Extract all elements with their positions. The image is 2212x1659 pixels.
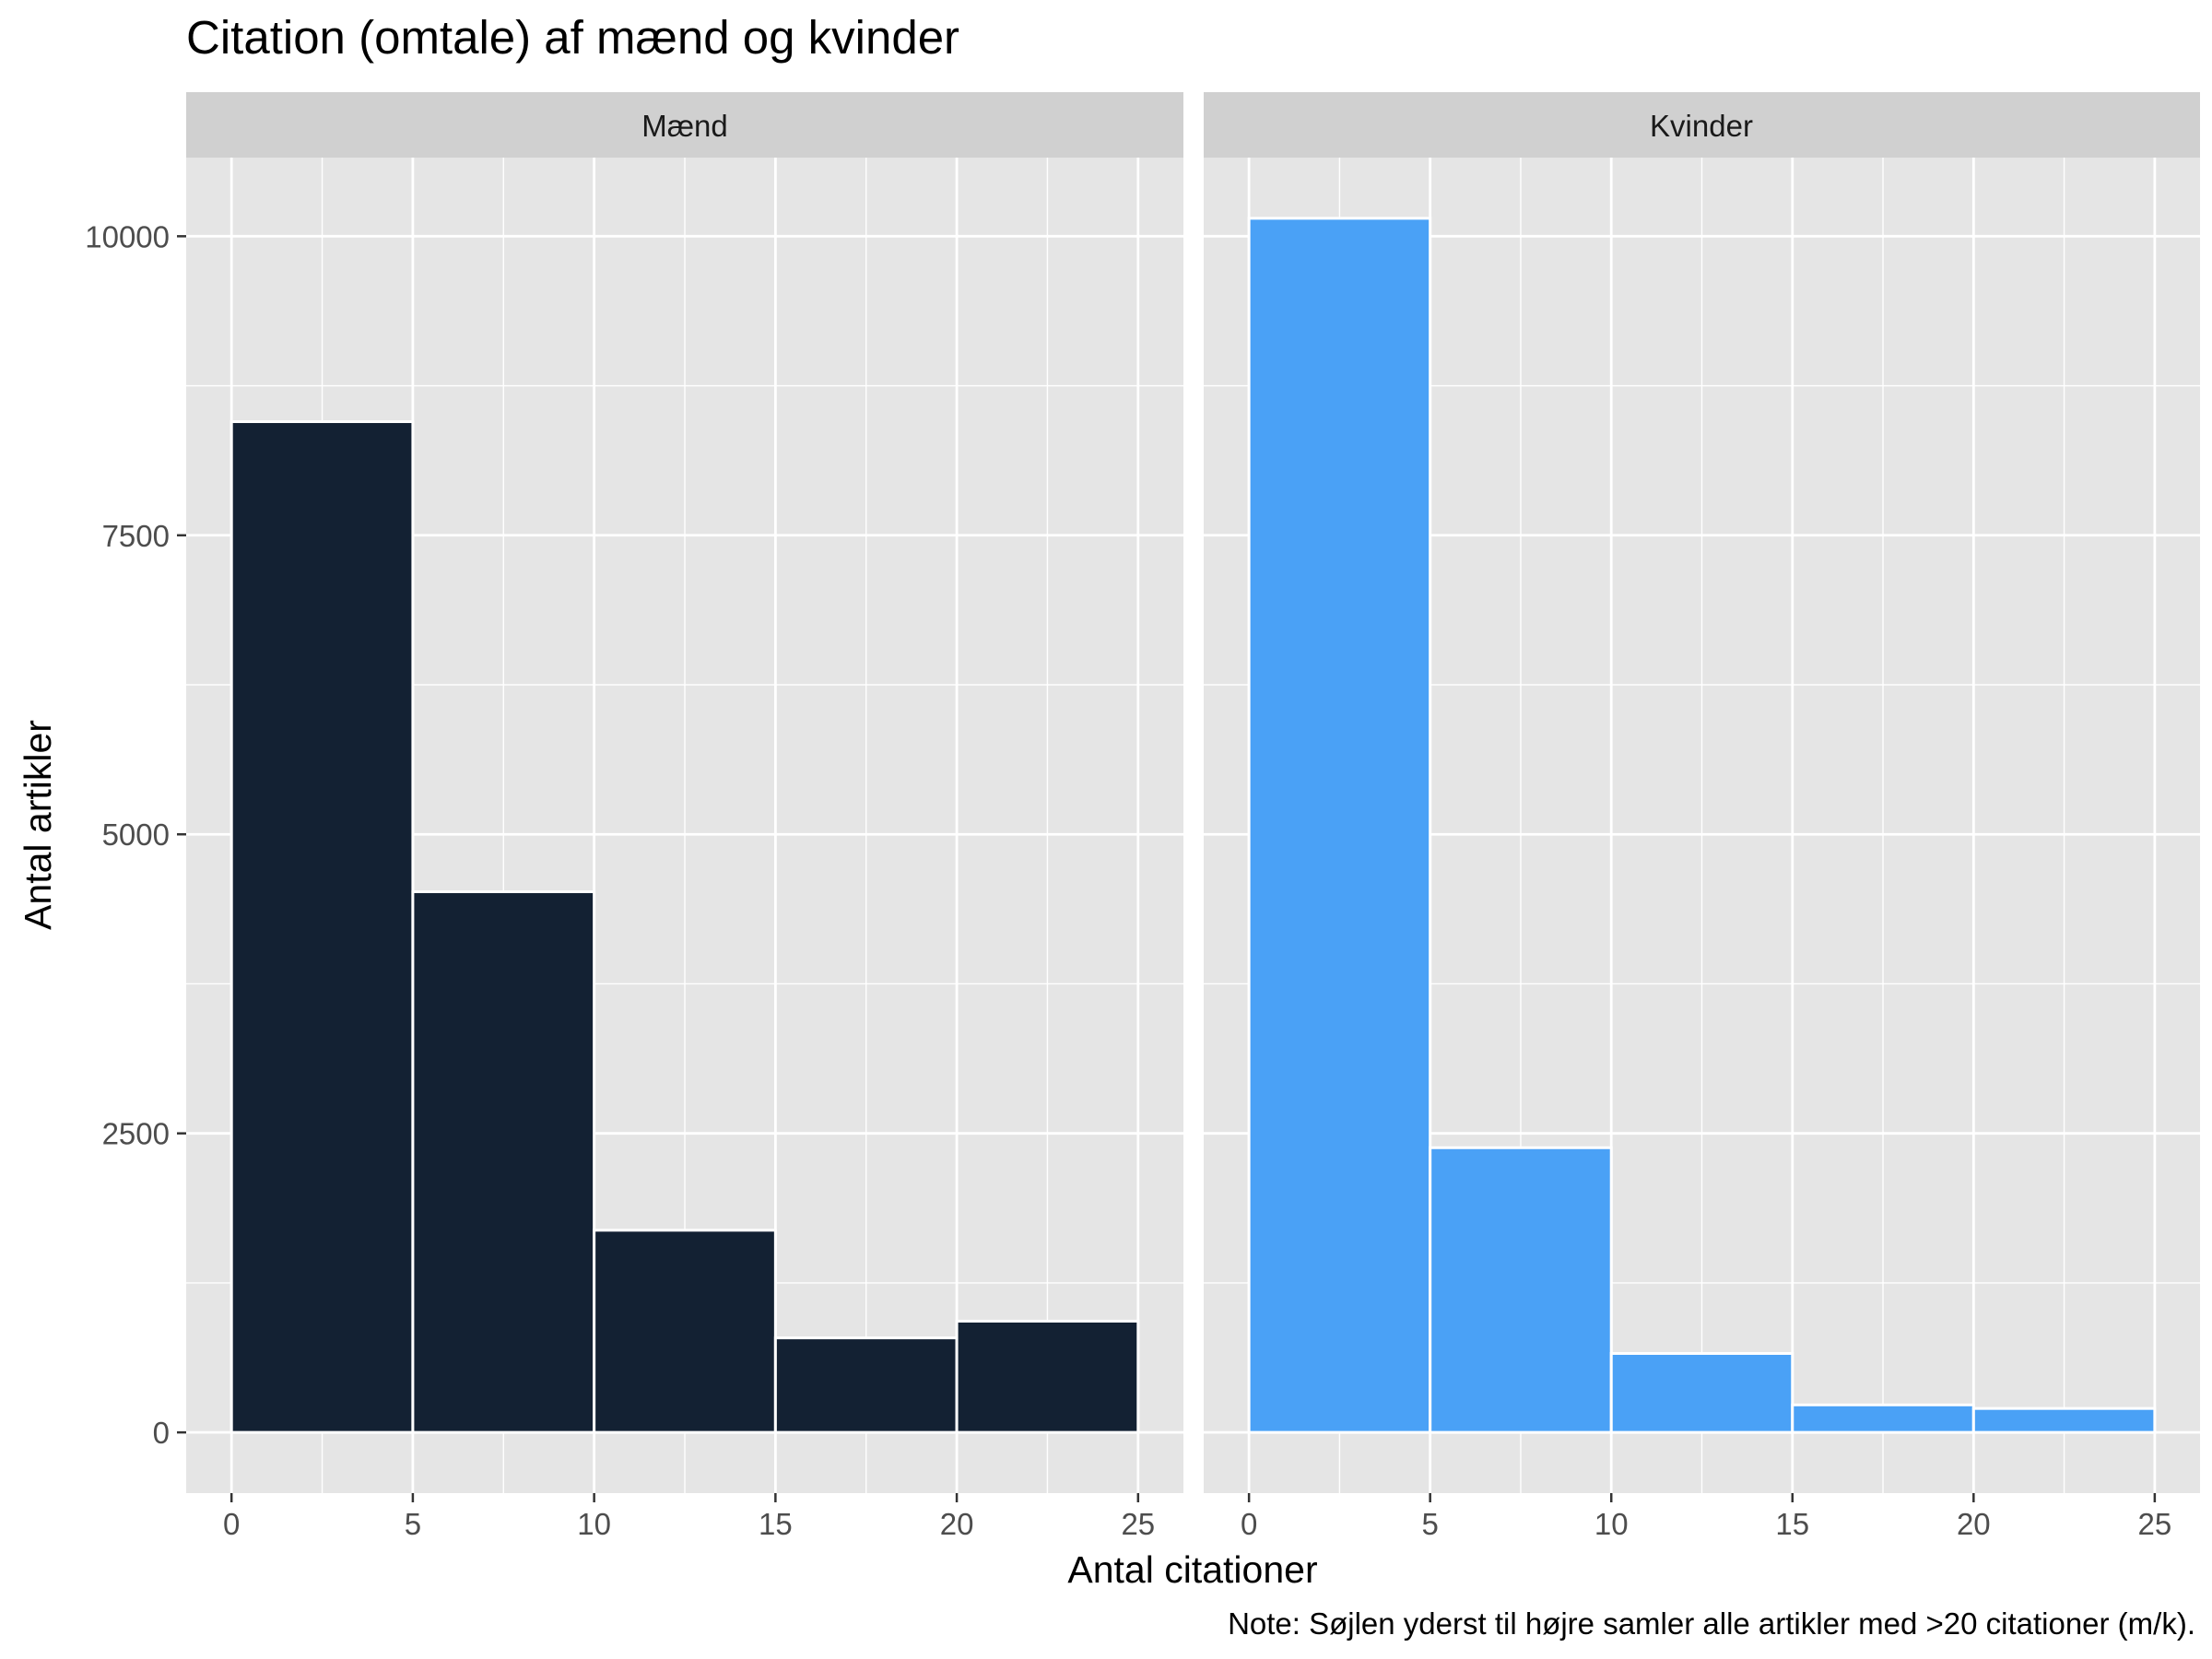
x-tick-label: 10 — [577, 1507, 611, 1541]
x-tick-label: 0 — [1241, 1507, 1257, 1541]
histogram-bar — [229, 419, 415, 1434]
y-tick-label: 2500 — [102, 1117, 170, 1151]
y-tick-label: 10000 — [85, 219, 170, 253]
histogram-bar — [955, 1319, 1140, 1434]
x-tick-label: 20 — [1957, 1507, 1991, 1541]
strip-label-maend: Mænd — [641, 109, 728, 143]
x-tick-label: 5 — [405, 1507, 421, 1541]
x-tick-label: 25 — [2138, 1507, 2172, 1541]
histogram-bars — [1247, 217, 2157, 1434]
x-axis-title: Antal citationer — [1067, 1548, 1317, 1591]
y-tick-label: 0 — [153, 1416, 170, 1450]
histogram-bar — [1609, 1351, 1794, 1434]
facet-panel-maend: Mænd 0 5 10 15 20 25 — [186, 92, 1183, 1541]
histogram-bar — [1791, 1403, 1975, 1434]
x-axis-ticks: 0 5 10 15 20 25 — [223, 1493, 1155, 1541]
x-tick-label: 15 — [1775, 1507, 1809, 1541]
y-tick-label: 5000 — [102, 818, 170, 852]
x-tick-label: 25 — [1121, 1507, 1155, 1541]
histogram-bar — [773, 1336, 959, 1434]
strip-label-kvinder: Kvinder — [1650, 109, 1753, 143]
histogram-bars — [229, 419, 1140, 1434]
histogram-bar — [593, 1229, 777, 1434]
strip-background — [186, 92, 1183, 158]
x-axis-ticks: 0 5 10 15 20 25 — [1241, 1493, 2171, 1541]
strip-background — [1204, 92, 2200, 158]
facet-panel-kvinder: Kvinder 0 5 10 15 20 25 — [1204, 92, 2200, 1541]
histogram-bar — [1429, 1146, 1613, 1434]
chart-caption: Note: Søjlen yderst til højre samler all… — [1228, 1606, 2195, 1641]
histogram-bar — [1971, 1406, 2157, 1434]
x-tick-label: 20 — [940, 1507, 974, 1541]
chart-title: Citation (omtale) af mænd og kvinder — [186, 11, 959, 64]
y-axis-ticks: 0 2500 5000 7500 10000 — [85, 219, 186, 1450]
y-tick-label: 7500 — [102, 519, 170, 553]
x-tick-label: 0 — [223, 1507, 240, 1541]
histogram-bar — [411, 890, 596, 1434]
x-tick-label: 5 — [1422, 1507, 1439, 1541]
x-tick-label: 10 — [1594, 1507, 1629, 1541]
histogram-bar — [1247, 217, 1432, 1434]
x-tick-label: 15 — [759, 1507, 793, 1541]
y-axis-title: Antal artikler — [17, 720, 59, 930]
